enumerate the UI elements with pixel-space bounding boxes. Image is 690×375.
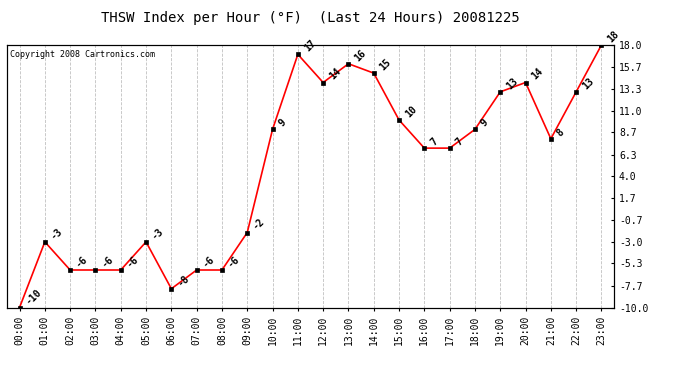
Text: 16: 16 [353, 48, 368, 63]
Text: 14: 14 [530, 66, 545, 82]
Text: 18: 18 [606, 29, 621, 44]
Text: -6: -6 [226, 254, 242, 269]
Text: 13: 13 [580, 76, 595, 91]
Text: 7: 7 [428, 136, 440, 147]
Text: -8: -8 [175, 273, 191, 288]
Text: -10: -10 [23, 287, 43, 307]
Text: -6: -6 [125, 254, 140, 269]
Text: THSW Index per Hour (°F)  (Last 24 Hours) 20081225: THSW Index per Hour (°F) (Last 24 Hours)… [101, 11, 520, 25]
Text: 13: 13 [504, 76, 520, 91]
Text: -6: -6 [201, 254, 216, 269]
Text: 8: 8 [555, 127, 566, 138]
Text: -6: -6 [75, 254, 90, 269]
Text: 7: 7 [454, 136, 465, 147]
Text: -3: -3 [49, 226, 64, 241]
Text: 9: 9 [277, 117, 288, 129]
Text: 15: 15 [378, 57, 393, 72]
Text: 17: 17 [302, 38, 317, 54]
Text: -3: -3 [150, 226, 166, 241]
Text: 10: 10 [403, 104, 419, 119]
Text: -2: -2 [251, 216, 267, 232]
Text: -6: -6 [99, 254, 115, 269]
Text: 14: 14 [327, 66, 343, 82]
Text: Copyright 2008 Cartronics.com: Copyright 2008 Cartronics.com [10, 50, 155, 59]
Text: 9: 9 [479, 117, 491, 129]
